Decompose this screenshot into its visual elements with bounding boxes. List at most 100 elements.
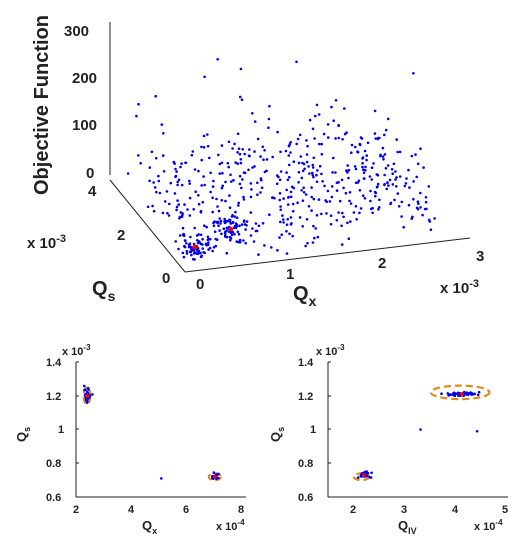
data-point (337, 136, 341, 140)
data-point (387, 184, 390, 187)
data-point (427, 218, 431, 222)
data-point (301, 169, 305, 173)
data-point (202, 175, 205, 178)
data-point (320, 152, 324, 156)
y-axis-label: Qs (92, 278, 116, 304)
data-point (192, 242, 196, 246)
data-point (228, 206, 232, 209)
data-point (240, 223, 244, 226)
optimum-point (192, 244, 198, 250)
data-point (271, 196, 275, 199)
data-point (225, 251, 229, 255)
z-tick: 0 (86, 165, 94, 182)
data-point (216, 58, 219, 61)
data-point (236, 230, 240, 234)
data-point (260, 178, 263, 182)
data-point (206, 243, 210, 247)
data-point (356, 181, 360, 184)
data-point (234, 210, 237, 214)
data-point (301, 199, 305, 202)
data-point (183, 203, 186, 206)
data-point (226, 161, 230, 165)
data-point (219, 219, 223, 223)
y-axis-line (109, 179, 186, 273)
data-point (207, 241, 210, 244)
data-point (152, 209, 156, 213)
bl-x-tick: 8 (238, 504, 244, 516)
data-point (311, 241, 315, 244)
data-point (202, 146, 206, 149)
data-point (168, 202, 171, 206)
data-point (391, 183, 395, 186)
data-point (229, 173, 232, 177)
data-point (249, 234, 253, 237)
data-point (369, 189, 372, 193)
x-tick: 1 (286, 266, 294, 283)
data-point (412, 197, 415, 201)
data-point (197, 169, 200, 173)
data-point (376, 182, 380, 186)
data-point (152, 181, 155, 184)
br-x-tick: 4 (452, 504, 459, 516)
optimum-point (228, 226, 234, 232)
data-point (405, 177, 408, 180)
data-point (278, 236, 281, 239)
data-point (146, 205, 150, 209)
data-point (158, 191, 162, 195)
data-point (82, 384, 86, 388)
data-point (161, 211, 165, 215)
data-point (361, 165, 364, 169)
data-point (395, 176, 398, 179)
data-point (315, 103, 319, 107)
data-point (220, 186, 224, 190)
bl-y-tick: 1.4 (46, 357, 62, 369)
bl-y-tick: 0.8 (46, 458, 61, 470)
data-point (355, 218, 359, 221)
bl-y-exponent: x 10-3 (62, 343, 91, 358)
data-point (259, 191, 262, 194)
data-point (295, 142, 299, 146)
y-tick: 4 (88, 183, 97, 200)
data-point (288, 143, 292, 146)
data-point (238, 95, 242, 99)
bl-x-tick: 2 (73, 504, 79, 516)
confidence-ellipse (429, 384, 491, 401)
z-tick: 200 (72, 70, 97, 87)
data-point (361, 194, 365, 197)
data-point (176, 183, 179, 187)
data-point (362, 168, 365, 172)
data-point (342, 186, 345, 190)
data-point (330, 195, 334, 199)
data-point (192, 252, 196, 255)
data-point (361, 161, 364, 165)
data-point (206, 144, 210, 148)
data-point (251, 166, 254, 169)
data-point (326, 189, 330, 193)
data-point (291, 234, 295, 238)
data-point (261, 145, 265, 149)
z-tick: 100 (72, 117, 97, 134)
data-point (153, 186, 157, 189)
data-point (242, 171, 246, 174)
data-point (300, 189, 303, 192)
data-point (233, 232, 236, 236)
data-point (385, 187, 389, 191)
data-point (236, 132, 240, 136)
data-point (349, 202, 353, 205)
data-point (374, 137, 378, 140)
data-point (217, 224, 220, 228)
data-point (390, 168, 394, 171)
data-point (363, 197, 367, 200)
data-point (203, 224, 206, 227)
data-point (251, 112, 254, 115)
data-point (448, 393, 452, 396)
data-point (310, 186, 313, 189)
data-point (465, 392, 468, 396)
data-point (397, 205, 401, 208)
data-point (395, 138, 399, 141)
data-point (216, 205, 219, 208)
data-point (231, 147, 234, 150)
data-point (214, 244, 218, 248)
data-point (378, 136, 381, 140)
br-y-tick: 1.4 (298, 357, 314, 369)
